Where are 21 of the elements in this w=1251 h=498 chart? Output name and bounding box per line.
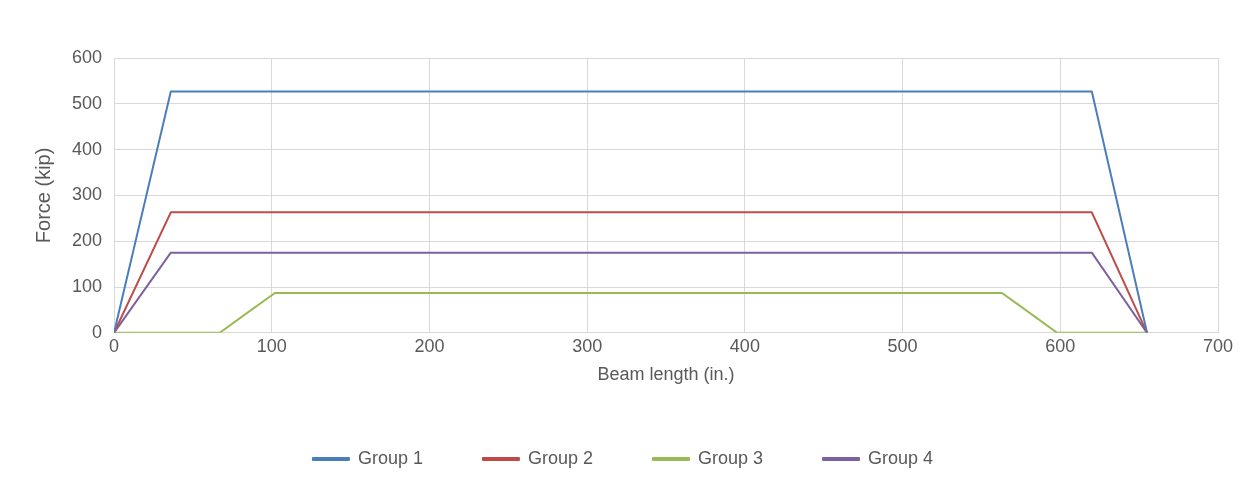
y-tick-label: 100 bbox=[71, 275, 103, 296]
y-tick-label: 300 bbox=[71, 184, 103, 205]
y-tick-label: 0 bbox=[92, 321, 103, 342]
x-tick-label: 0 bbox=[109, 335, 120, 356]
x-tick-label: 200 bbox=[414, 335, 445, 356]
legend-label: Group 2 bbox=[527, 447, 594, 468]
x-tick-label: 700 bbox=[1202, 335, 1234, 356]
x-axis-title: Beam length (in.) bbox=[597, 364, 735, 385]
x-tick-label: 100 bbox=[256, 335, 287, 356]
y-tick-label: 500 bbox=[71, 92, 103, 113]
x-tick-label: 600 bbox=[1045, 335, 1076, 356]
y-axis-title: Force (kip) bbox=[31, 147, 54, 244]
x-tick-label: 300 bbox=[572, 335, 603, 356]
x-tick-label: 400 bbox=[729, 335, 760, 356]
y-tick-label: 400 bbox=[71, 138, 103, 159]
legend-label: Group 1 bbox=[357, 447, 423, 468]
legend-label: Group 3 bbox=[698, 447, 764, 468]
y-tick-label: 600 bbox=[71, 46, 103, 67]
y-tick-label: 200 bbox=[71, 230, 103, 251]
legend-label: Group 4 bbox=[868, 447, 934, 468]
x-tick-label: 500 bbox=[887, 335, 918, 356]
